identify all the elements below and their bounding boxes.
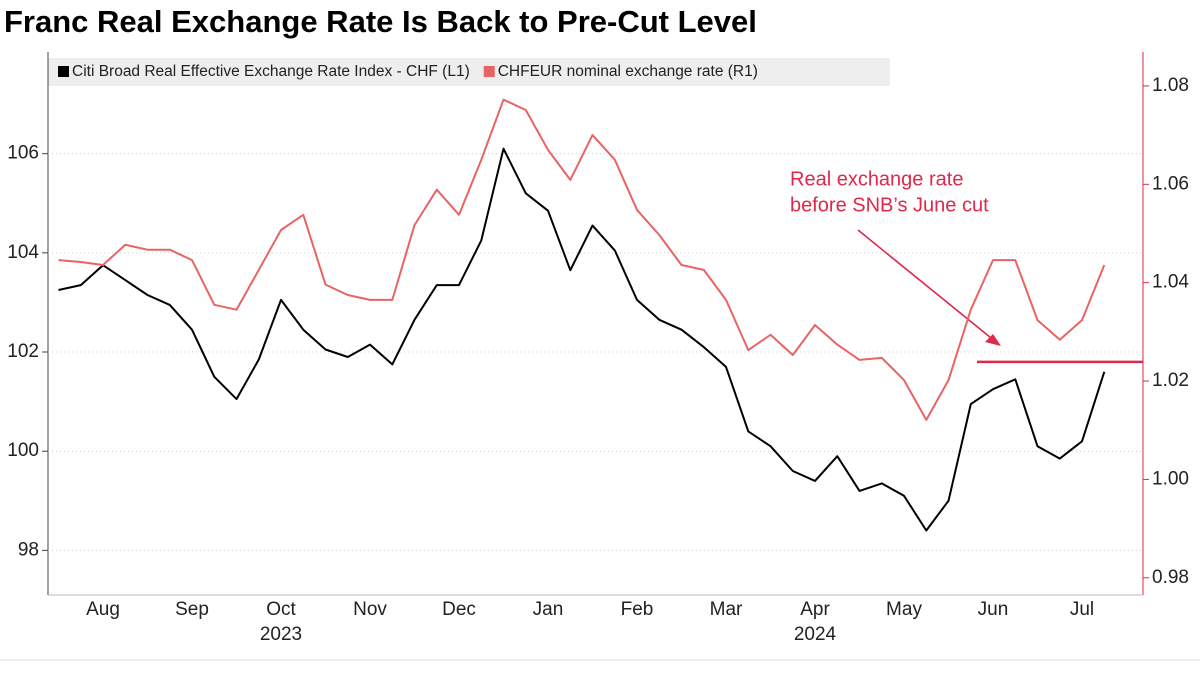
arrow-head <box>985 334 1001 346</box>
y2-tick-label: 1.02 <box>1152 370 1189 391</box>
y2-tick-label: 1.04 <box>1152 272 1189 293</box>
legend-box <box>48 58 890 86</box>
x-tick-label: Oct <box>266 599 296 620</box>
x-tick-label: Apr <box>800 599 830 620</box>
x-tick-label: Mar <box>710 599 743 620</box>
y2-tick-label: 1.00 <box>1152 468 1189 489</box>
chart-title: Franc Real Exchange Rate Is Back to Pre-… <box>4 4 757 39</box>
y2-tick-label: 1.06 <box>1152 173 1189 194</box>
annotation-text: Real exchange rate <box>790 168 963 190</box>
series-line <box>58 147 1106 532</box>
x-tick-label: Jan <box>533 599 564 620</box>
y-tick-label: 98 <box>18 539 39 560</box>
x-tick-label: Nov <box>353 599 387 620</box>
series-line <box>58 98 1106 421</box>
x-tick-label: May <box>886 599 922 620</box>
x-tick-label: Sep <box>175 599 209 620</box>
x-group-label: 2023 <box>260 624 302 645</box>
legend-swatch <box>483 66 495 77</box>
y2-tick-label: 1.08 <box>1152 75 1189 96</box>
y-tick-label: 106 <box>7 143 39 164</box>
y-tick-label: 104 <box>7 242 39 263</box>
y-tick-label: 100 <box>7 440 39 461</box>
x-group-label: 2024 <box>794 624 837 645</box>
x-tick-label: Dec <box>442 599 476 620</box>
x-tick-label: Aug <box>86 599 120 620</box>
x-tick-label: Jun <box>978 599 1009 620</box>
x-tick-label: Feb <box>621 599 654 620</box>
legend-swatch <box>58 66 69 77</box>
annotation-text: before SNB’s June cut <box>790 194 989 216</box>
legend-label: CHFEUR nominal exchange rate (R1) <box>498 63 758 80</box>
legend-label: Citi Broad Real Effective Exchange Rate … <box>72 63 470 80</box>
y2-tick-label: 0.98 <box>1152 567 1189 588</box>
y-tick-label: 102 <box>7 341 39 362</box>
x-tick-label: Jul <box>1070 599 1094 620</box>
annotation-arrow <box>857 229 997 343</box>
